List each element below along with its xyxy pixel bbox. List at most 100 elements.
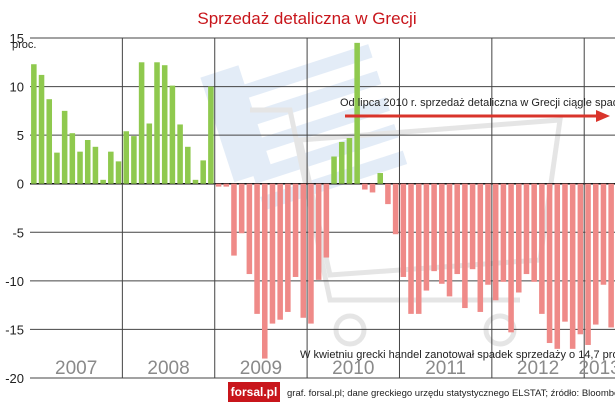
forsal-logo (228, 382, 280, 402)
y-tick-label: -5 (12, 225, 24, 240)
bar (408, 183, 414, 314)
bar (608, 183, 614, 328)
bar (31, 64, 37, 184)
year-label: 2013 (578, 358, 615, 379)
y-tick-label: -15 (5, 322, 24, 337)
bar (138, 62, 145, 184)
bar (238, 183, 245, 234)
bar (123, 131, 129, 184)
bar (215, 183, 222, 187)
bar (292, 183, 299, 277)
bar (277, 183, 283, 320)
bar (523, 183, 530, 275)
bar (169, 85, 176, 184)
year-dividers (121, 38, 585, 378)
bar (115, 161, 122, 184)
bar (208, 86, 214, 184)
bar (554, 183, 561, 349)
bar (69, 133, 76, 184)
annotation-top: Od lipca 2010 r. sprzedaż detaliczna w G… (340, 97, 615, 109)
bar (539, 183, 545, 314)
bar (585, 183, 591, 345)
bar (300, 183, 307, 318)
bars (31, 42, 614, 359)
bar (177, 124, 183, 184)
y-axis-label: proc. (12, 39, 36, 51)
bar (516, 183, 522, 293)
bar (508, 183, 514, 333)
bar (315, 183, 322, 280)
bar (385, 183, 391, 205)
bar (131, 136, 137, 184)
bar (338, 141, 345, 184)
bar (346, 138, 353, 184)
annotation-bottom: W kwietniu grecki handel zanotował spade… (300, 349, 615, 361)
bar (431, 183, 437, 272)
bar (331, 156, 337, 184)
bar (600, 183, 607, 285)
bar (262, 183, 268, 359)
bar (392, 183, 399, 235)
bar (54, 152, 60, 184)
bar (562, 183, 568, 322)
bar (415, 183, 422, 314)
bar (200, 160, 206, 184)
bar (92, 146, 99, 184)
bar (231, 183, 237, 256)
bar (362, 183, 368, 190)
bar (469, 183, 476, 270)
year-label: 2008 (147, 358, 189, 379)
bar (254, 183, 260, 314)
bar (192, 179, 199, 184)
bar (485, 183, 491, 285)
year-label: 2010 (332, 358, 374, 379)
year-label: 2007 (55, 358, 97, 379)
bar (223, 183, 230, 187)
y-tick-label: -20 (5, 371, 24, 386)
bar (46, 99, 53, 184)
bar (462, 183, 468, 309)
bar (454, 183, 460, 275)
y-tick-label: 15 (10, 31, 24, 46)
bar (38, 74, 45, 184)
y-tick-labels: 15 10 5 0 -5 -10 -15 -20 (5, 31, 24, 386)
bar (439, 183, 445, 284)
chart-title: Sprzedaż detaliczna w Grecji (197, 9, 416, 28)
bar (500, 183, 507, 282)
y-tick-label: 5 (17, 128, 24, 143)
bar (161, 65, 168, 184)
bar (269, 183, 276, 324)
bar (423, 183, 430, 291)
bar (246, 183, 253, 275)
year-label: 2012 (517, 358, 559, 379)
y-tick-label: 10 (10, 80, 24, 95)
logo-text: forsal.pl (231, 385, 278, 399)
bar (323, 183, 330, 258)
source-text: graf. forsal.pl; dane greckiego urzędu s… (287, 388, 615, 399)
bar (108, 151, 114, 184)
year-label: 2011 (425, 358, 466, 379)
bar (146, 123, 153, 184)
bar (77, 151, 83, 184)
year-labels: 2007 2008 2009 2010 2011 2012 2013 (55, 358, 615, 379)
y-tick-label: -10 (5, 274, 24, 289)
y-tick-label: 0 (17, 177, 24, 192)
bar (369, 183, 376, 193)
bar (400, 183, 407, 277)
bar (61, 110, 68, 184)
bar (569, 183, 576, 349)
bar (592, 183, 599, 325)
bar (577, 183, 584, 335)
bar (377, 173, 383, 184)
bar (100, 179, 106, 184)
year-label: 2009 (240, 358, 282, 379)
bar (531, 183, 537, 282)
bar (354, 42, 360, 184)
bar (154, 62, 160, 184)
bar (546, 183, 553, 344)
bar (492, 183, 499, 301)
bar (308, 183, 314, 324)
bar (446, 183, 453, 297)
bar (477, 183, 484, 312)
